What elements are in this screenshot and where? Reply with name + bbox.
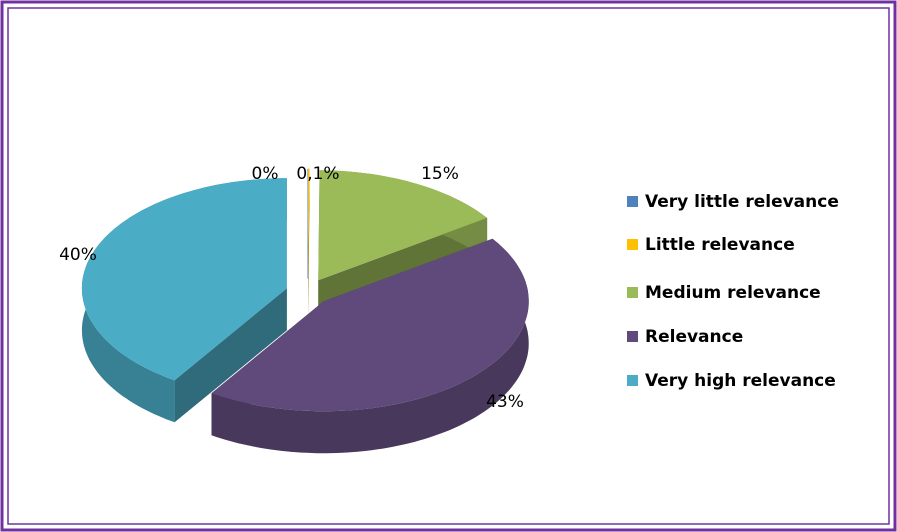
legend-label: Very high relevance xyxy=(645,371,836,391)
slice xyxy=(81,178,287,423)
data-label: 43% xyxy=(486,392,524,412)
legend-label: Little relevance xyxy=(645,235,795,255)
frame-inner xyxy=(7,7,890,525)
legend-label: Medium relevance xyxy=(645,283,821,303)
data-label: 15% xyxy=(421,164,459,184)
slice-wall xyxy=(174,288,287,423)
legend-swatch xyxy=(627,196,638,207)
slice xyxy=(308,168,310,321)
slice-top xyxy=(81,178,287,381)
legend-label: Very little relevance xyxy=(645,192,839,212)
slice xyxy=(211,238,529,454)
slice-top xyxy=(211,238,529,412)
data-label: 40% xyxy=(59,245,97,265)
legend-swatch xyxy=(627,287,638,298)
data-label: 0,1% xyxy=(296,164,339,184)
slice-top xyxy=(318,170,488,281)
slice-top xyxy=(308,168,310,279)
legend-swatch xyxy=(627,239,638,250)
slice-side xyxy=(211,238,529,454)
legend-label: Relevance xyxy=(645,327,743,347)
data-label: 0% xyxy=(252,164,279,184)
legend-swatch xyxy=(627,331,638,342)
legend-swatch xyxy=(627,375,638,386)
